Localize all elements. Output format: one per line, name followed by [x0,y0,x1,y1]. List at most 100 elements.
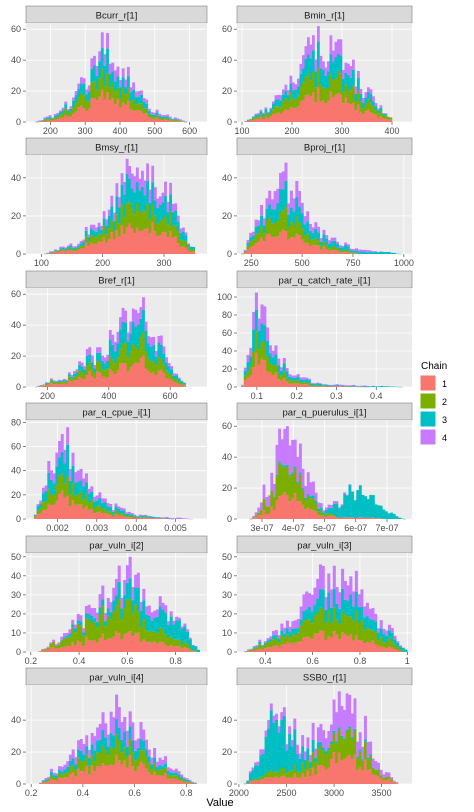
histogram-bar-segment [247,119,250,121]
histogram-bar-segment [257,241,261,254]
histogram-bar-segment [359,93,363,102]
histogram-bar-segment [257,114,260,117]
histogram-bar-segment [131,752,135,767]
facet-title: par_q_cpue_i[1] [82,408,150,419]
legend-label: 3 [442,415,447,425]
histogram-bar-segment [162,518,166,519]
histogram-bar-segment [101,763,105,784]
histogram-bar-segment [277,365,281,373]
histogram-bar-segment [172,646,176,652]
histogram-bar-segment [172,639,176,647]
histogram-bar-segment [332,384,336,386]
histogram-bar-segment [246,780,250,782]
histogram-bar-segment [387,776,391,780]
histogram-bar-segment [174,203,178,211]
histogram-bar-segment [282,363,286,372]
histogram-bar-segment [360,640,364,652]
histogram-bar-segment [298,206,302,223]
histogram-bar-segment [298,443,302,473]
histogram-bar-segment [90,500,94,510]
histogram-bar-segment [93,55,96,66]
histogram-bar-segment [142,310,145,333]
histogram-bar-segment [121,102,125,122]
histogram-bar-segment [90,615,94,622]
histogram-bar-segment [330,385,334,387]
histogram-bar-segment [189,246,193,250]
histogram-bar-segment [301,504,305,519]
histogram-bar-segment [384,511,388,519]
histogram-bar-segment [93,508,97,514]
histogram-bar-segment [299,606,303,620]
histogram-bar-segment [120,597,124,609]
histogram-bar-segment [341,252,345,254]
histogram-bar-segment [343,385,348,386]
histogram-bar-segment [319,723,323,742]
histogram-bar-segment [255,649,259,652]
histogram-bar-segment [51,251,55,252]
histogram-bar-segment [272,635,276,640]
histogram-bar-segment [109,619,113,639]
histogram-bar-segment [138,516,142,518]
histogram-bar-segment [361,494,365,518]
histogram-bar-segment [279,231,283,254]
x-tick-label: 0.2 [25,656,38,666]
histogram-bar-segment [251,767,255,771]
histogram-bar-segment [134,604,138,634]
histogram-bar-segment [168,116,172,119]
histogram-bar-segment [87,614,91,619]
histogram-bar-segment [363,385,367,387]
histogram-bar-segment [246,249,250,254]
histogram-bar-segment [155,109,159,113]
histogram-bar-segment [247,651,251,652]
histogram-bar-segment [44,383,48,386]
histogram-bar-segment [46,647,50,650]
histogram-bar-segment [259,776,263,780]
histogram-bar-segment [44,485,48,491]
histogram-bar-segment [57,380,61,382]
histogram-bar-segment [349,66,353,78]
histogram-bar-segment [308,245,312,254]
histogram-bar-segment [247,120,250,122]
histogram-bar-segment [293,773,297,784]
histogram-bar-segment [371,251,375,253]
histogram-bar-segment [44,385,48,387]
histogram-bar-segment [306,748,310,761]
histogram-bar-segment [141,230,144,254]
histogram-bar-segment [49,252,52,254]
histogram-bar-segment [133,233,137,254]
histogram-bar-segment [112,611,116,637]
histogram-bar-segment [293,468,297,494]
histogram-bar-segment [313,385,317,387]
histogram-bar-segment [159,370,163,387]
y-tick-label: 40 [222,173,232,183]
histogram-bar-segment [170,366,174,370]
histogram-bar-segment [249,119,253,121]
histogram-bar-segment [246,245,250,250]
histogram-bar-segment [257,330,261,350]
histogram-bar-segment [336,244,340,248]
histogram-bar-segment [327,87,330,101]
histogram-bar-segment [103,513,107,519]
histogram-bar-segment [122,513,126,516]
histogram-bar-segment [147,630,151,643]
histogram-bar-segment [187,250,190,254]
histogram-bar-segment [332,50,335,62]
histogram-bar-segment [392,513,396,519]
histogram-bar-segment [277,112,280,122]
histogram-bar-segment [304,486,308,498]
histogram-bar-segment [181,227,185,232]
histogram-bar-segment [104,737,108,751]
histogram-bar-segment [269,710,273,771]
histogram-bar-segment [374,504,378,519]
histogram-bar-segment [335,385,339,387]
histogram-bar-segment [163,119,167,122]
histogram-bar-segment [277,646,281,652]
histogram-bar-segment [272,496,276,497]
histogram-bar-segment [69,116,73,122]
histogram-bar-segment [161,202,165,220]
x-tick-label: 0.2 [290,391,303,401]
histogram-bar-segment [376,640,380,646]
histogram-bar-segment [304,497,308,500]
histogram-bar-segment [95,100,99,122]
